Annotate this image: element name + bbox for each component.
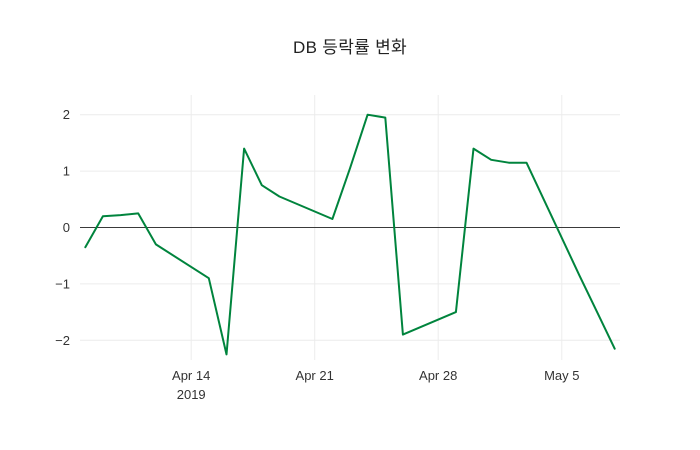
series-line bbox=[84, 113, 616, 356]
chart-title: DB 등락률 변화 bbox=[293, 38, 407, 57]
x-tick-label: Apr 28 bbox=[419, 368, 457, 383]
x-tick-sublabel: 2019 bbox=[177, 387, 206, 402]
y-tick-label: −2 bbox=[55, 333, 70, 348]
y-tick-label: 0 bbox=[63, 220, 70, 235]
x-tick-label: May 5 bbox=[544, 368, 579, 383]
y-tick-label: −1 bbox=[55, 276, 70, 291]
y-tick-label: 2 bbox=[63, 107, 70, 122]
x-tick-label: Apr 14 bbox=[172, 368, 210, 383]
x-tick-label: Apr 21 bbox=[296, 368, 334, 383]
y-tick-label: 1 bbox=[63, 164, 70, 179]
